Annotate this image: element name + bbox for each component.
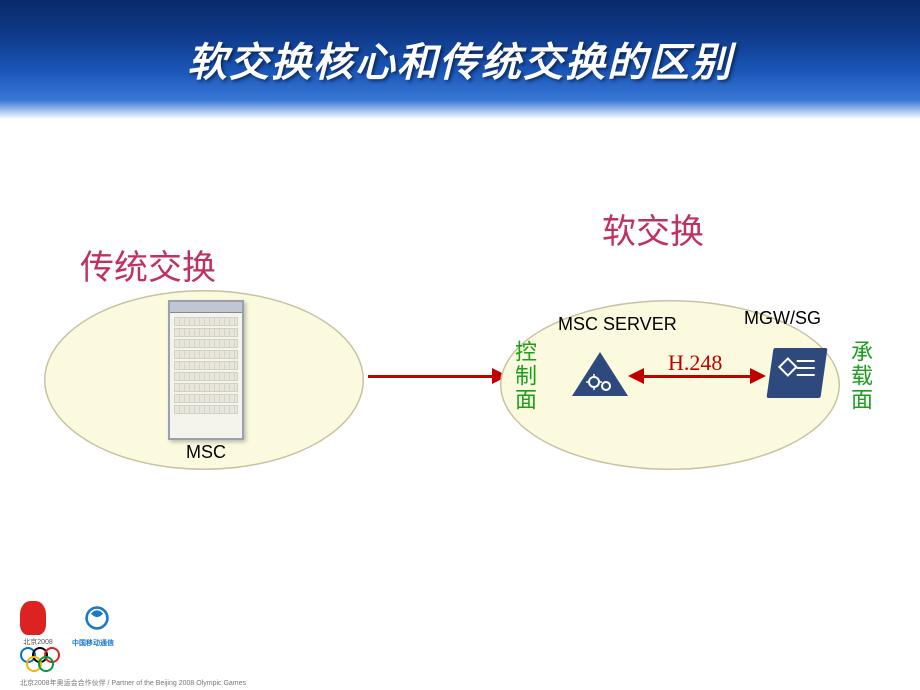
china-mobile-text: 中国移动通信 [72,638,114,648]
partner-text: 北京2008年奥运会合作伙伴 / Partner of the Beijing … [20,678,246,688]
slide-title: 软交换核心和传统交换的区别 [187,30,733,88]
beijing-text: 北京2008 [20,637,56,647]
msc-label: MSC [186,442,226,463]
msc-server-icon [570,350,630,405]
bearer-plane-label: 承载面 [844,340,876,412]
right-heading: 软交换 [602,204,704,253]
msc-server-label: MSC SERVER [558,314,677,335]
h248-arrow-right-head [750,368,766,384]
mgw-icon [766,348,827,398]
title-bar: 软交换核心和传统交换的区别 [0,0,920,118]
china-mobile-icon [84,605,110,631]
left-heading: 传统交换 [80,240,216,289]
h248-label: H.248 [668,350,722,376]
main-arrow-line [368,375,494,378]
msc-rack-icon [168,300,244,440]
mgw-label: MGW/SG [744,308,821,329]
h248-arrow-left-head [628,368,644,384]
beijing-logo-icon [20,601,46,635]
slide: 软交换核心和传统交换的区别 传统交换 软交换 MSC MSC SERVER MG… [0,0,920,690]
footer-logos: 北京2008 中国移动通信 [20,601,114,672]
control-plane-label: 控制面 [508,340,540,412]
